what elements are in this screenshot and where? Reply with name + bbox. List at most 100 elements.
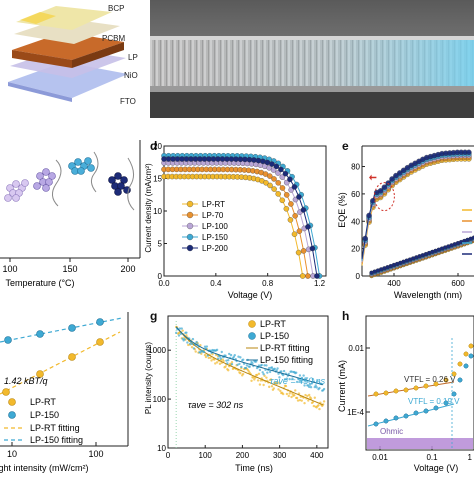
e-point: [389, 176, 395, 182]
g-point-LP-RT: [303, 401, 306, 405]
d-ylabel: Current density (mA/cm²): [144, 163, 153, 253]
g-point-LP-150: [268, 370, 272, 374]
d-legend-marker: [186, 200, 194, 208]
g-point-LP-150: [302, 374, 305, 377]
g-point-LP-RT: [311, 401, 315, 404]
layer-fto: [8, 62, 128, 98]
voc-intensity-chart: 10 100 Light intensity (mW/cm²) 1.42 kBT…: [0, 312, 129, 473]
electrode: [20, 12, 56, 24]
g-point-LP-150: [228, 352, 231, 356]
layer-pcbm: [14, 18, 120, 44]
g-point-LP-RT: [290, 395, 293, 399]
h-ohmic-label: Ohmic: [380, 427, 403, 436]
e-ylabel: EQE (%): [337, 192, 347, 228]
e-point: [366, 212, 372, 219]
g-point-LP-150: [188, 342, 192, 345]
g-point-LP-150: [276, 367, 279, 370]
g-ytick-label: 10: [157, 444, 166, 453]
e-highlight-ellipse: [373, 182, 395, 212]
d-line-LP-70: [164, 168, 309, 277]
d-point-LP-RT: [267, 182, 273, 189]
g-point-LP-150: [299, 379, 303, 383]
sclc-chart: Current (mA) 0.01 1E-4 0.01 0.1 1 Voltag…: [337, 315, 474, 473]
d-legend-label: LP-RT: [202, 200, 225, 209]
g-legend-rt: LP-RT: [260, 319, 286, 329]
sem-cyan-overlay: [150, 40, 474, 86]
g-point-LP-150: [314, 384, 317, 387]
g-point-LP-150: [220, 350, 223, 354]
g-point-LP-150: [280, 370, 283, 373]
g-point-LP-150: [283, 378, 287, 381]
g-point-LP-RT: [203, 353, 207, 357]
g-point-LP-RT: [293, 394, 296, 397]
f-legend-150-fit: LP-150 fitting: [30, 435, 83, 445]
g-point-LP-RT: [256, 379, 260, 382]
g-point-LP-150: [190, 342, 194, 346]
d-point-LP-200: [296, 194, 302, 200]
f-xtick-10: 10: [7, 449, 17, 459]
panel-label-e: e: [342, 139, 349, 153]
g-point-LP-150: [305, 377, 308, 380]
label-nio: NiO: [124, 71, 138, 80]
d-point-LP-70: [288, 201, 294, 207]
e-point: [397, 170, 403, 176]
panel-label-h: h: [342, 309, 350, 323]
g-point-LP-150: [225, 359, 228, 362]
d-ytick-label: 5: [158, 240, 163, 249]
panel-label-d: d: [150, 139, 158, 153]
h-fit-150: [367, 403, 455, 427]
g-point-LP-RT: [307, 399, 310, 402]
sem-fto: [150, 86, 474, 92]
panel-b-sem: [150, 0, 474, 118]
d-point-LP-200: [282, 170, 289, 177]
g-point-LP-150: [303, 384, 306, 387]
d-point-LP-RT: [299, 273, 306, 279]
g-xtick-label: 0: [166, 451, 171, 460]
g-point-LP-RT: [213, 358, 216, 361]
d-legend-marker: [186, 222, 194, 230]
c-gauss-3: [127, 157, 135, 211]
g-point-LP-150: [191, 337, 195, 341]
e-point: [381, 184, 388, 190]
g-point-LP-150: [251, 362, 254, 365]
g-point-LP-RT: [298, 398, 302, 402]
sem-image: [150, 0, 474, 118]
d-point-LP-70: [296, 228, 303, 234]
g-point-LP-150: [316, 380, 319, 383]
h-points-150: [373, 353, 474, 427]
g-point-LP-150: [205, 345, 209, 348]
g-point-LP-RT: [190, 345, 194, 349]
cluster-200: [108, 172, 131, 196]
d-point-LP-70: [275, 180, 281, 186]
g-xtick-label: 100: [199, 451, 213, 460]
d-legend-marker: [186, 244, 194, 252]
g-point-LP-RT: [181, 329, 184, 332]
d-ytick-label: 15: [153, 175, 162, 184]
e-xtick-label: 600: [451, 279, 465, 288]
g-point-LP-150: [254, 360, 258, 363]
e-point: [377, 188, 384, 194]
f-points-150: [4, 318, 104, 344]
g-point-LP-RT: [322, 400, 326, 403]
layer-fto-edge: [8, 82, 72, 102]
g-point-LP-150: [216, 357, 220, 360]
c-xtick-2: 200: [120, 264, 135, 274]
d-point-LP-RT: [287, 217, 294, 223]
panel-h: Current (mA) 0.01 1E-4 0.01 0.1 1 Voltag…: [336, 308, 474, 474]
g-tau-150: τave = 450 ns: [270, 376, 326, 386]
g-point-LP-RT: [294, 389, 297, 392]
e-xtick-label: 400: [387, 279, 401, 288]
h-ohmic-band: [367, 438, 473, 449]
g-point-LP-150: [261, 371, 264, 374]
f-annotation: 1.42 kBT/q: [4, 376, 48, 386]
g-point-LP-150: [203, 345, 207, 348]
d-point-LP-70: [279, 185, 286, 191]
d-xtick-label: 0.4: [210, 279, 222, 288]
g-point-LP-150: [258, 368, 262, 372]
g-point-LP-150: [268, 366, 271, 370]
d-point-LP-RT: [279, 197, 286, 204]
g-point-LP-RT: [250, 379, 253, 382]
g-point-LP-RT: [258, 383, 262, 386]
d-point-LP-RT: [271, 186, 277, 192]
g-point-LP-RT: [194, 350, 197, 353]
